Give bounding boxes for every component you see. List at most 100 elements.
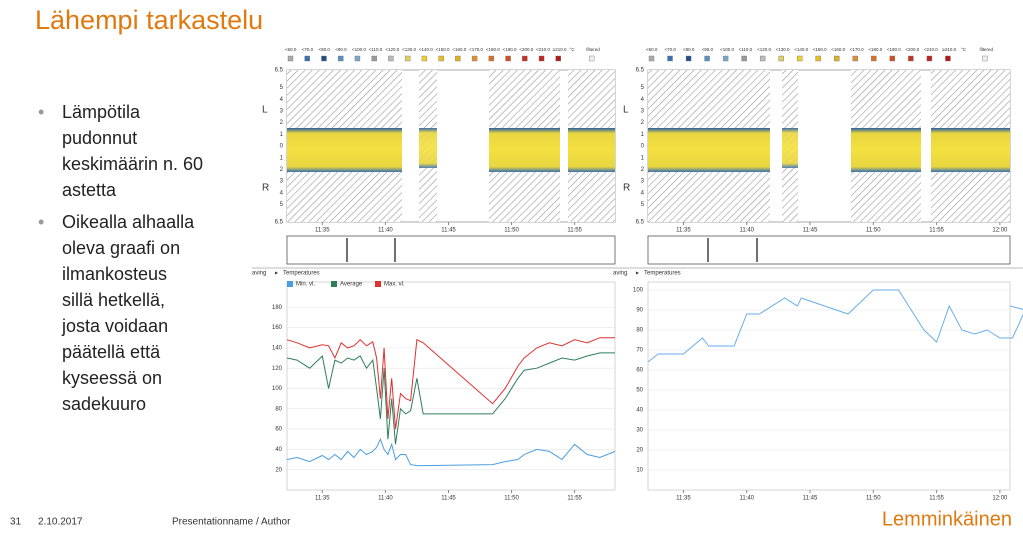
heatmap-legend-label: <170.0 [469,47,483,52]
legend-swatch [331,281,337,287]
heatmap-legend-swatch [388,55,394,62]
heatmap-legend-swatch [589,55,595,62]
heatmap-legend-swatch [815,55,821,62]
y-tick-label: 40 [275,447,282,453]
heatmap-y-label: 1 [280,155,284,161]
heatmap-legend-label: <90.0 [702,47,714,52]
heatmap-legend-label: °C [570,47,576,52]
heatmap-legend-swatch [685,55,692,62]
heatmap-legend-swatch [321,55,327,62]
series-line [286,352,615,445]
heatmap-legend-swatch [404,55,411,62]
heatmap-band [851,128,921,172]
heatmap-band [648,128,770,172]
heatmap-y-label: 5 [280,202,284,208]
heatmap-y-label: 4 [280,190,284,196]
heatmap-legend-label: <170.0 [850,47,864,52]
heatmap-x-label: 11:55 [567,228,582,234]
heatmap-y-label: 1 [280,132,284,138]
heatmap-legend-label: <60.0 [285,47,297,52]
heatmap-x-label: 11:45 [441,228,456,234]
heatmap-legend-label: <90.0 [335,47,347,52]
heatmap-x-label: 11:40 [739,228,754,234]
y-tick-label: 60 [275,427,282,433]
y-tick-label: 20 [275,467,282,473]
heatmap-y-label: 2 [280,167,284,173]
heatmap-legend-swatch [797,55,803,62]
heatmap-y-label: 1 [641,132,645,138]
heatmap-legend-swatch [926,55,933,62]
bullet-dot: • [38,102,44,122]
heatmap-legend-label: <210.0 [924,47,938,52]
legend-swatch [287,281,293,287]
x-tick-label: 11:55 [929,496,944,502]
y-tick-label: 70 [636,348,643,354]
heatmap-x-label: 11:40 [378,228,393,234]
heatmap-y-label: 4 [641,97,645,103]
heatmap-legend-label: <130.0 [776,47,790,52]
heatmap-y-label: 3 [280,109,284,115]
heatmap-legend-swatch [304,55,310,62]
heatmap-y-label: 3 [280,179,284,185]
heatmap-legend-swatch [741,55,747,62]
heatmap-legend-swatch [354,55,361,62]
heatmap-legend-label: <120.0 [385,47,399,52]
heatmap-legend-swatch [982,55,988,62]
presenter: Presentationname / Author [172,517,291,528]
slide-title: Lähempi tarkastelu [35,5,263,35]
heatmap-legend-label: <70.0 [665,47,677,52]
heatmap-legend-swatch [438,55,444,62]
event-strip [286,235,616,265]
y-tick-label: 50 [636,388,643,394]
heatmap-legend-label: <80.0 [683,47,695,52]
x-tick-label: 11:40 [739,496,754,502]
heatmap-legend-label: °C [961,47,967,52]
heatmap-legend-swatch [455,55,461,62]
y-tick-label: 80 [636,328,643,334]
y-tick-label: 90 [636,308,643,314]
heatmap-y-label: 5 [641,202,645,208]
legend-swatch [375,281,381,287]
heatmap-legend-swatch [722,55,729,62]
bullet: Oikealla alhaalla oleva graafi on ilmankos… [61,212,195,414]
y-tick-label: 40 [636,408,643,414]
x-tick-label: 11:40 [378,496,393,502]
y-tick-label: 20 [636,448,643,454]
heatmap-legend-label: <120.0 [757,47,771,52]
page-number: 31 [10,517,22,528]
heatmap-y-label: 2 [280,120,284,126]
y-tick-label: 100 [633,288,644,294]
heatmap-legend-swatch [287,55,294,62]
breadcrumb-arrow: ▸ [636,271,639,277]
heatmap-legend-label: <190.0 [887,47,901,52]
legend-label: Average [340,282,363,288]
heatmap-band [489,128,560,172]
bullet-dot: • [38,212,44,232]
x-tick-label: 11:55 [567,496,582,502]
heatmap-legend-label: filtered [979,47,993,52]
heatmap-legend-swatch [945,55,951,62]
breadcrumb: Temperatures [644,271,681,277]
heatmap-legend-label: <100.0 [352,47,366,52]
heatmap-x-label: 11:35 [676,228,691,234]
heatmap-y-label: 6.5 [275,220,284,226]
x-tick-label: 12:00 [992,496,1008,502]
heatmap-legend-label: <210.0 [536,47,550,52]
heatmap-legend-swatch [538,55,545,62]
y-tick-label: 30 [636,428,643,434]
heatmap-x-label: 12:00 [992,228,1008,234]
plot-frame [647,281,1011,491]
legend-label: Min. vl. [296,282,315,288]
y-tick-label: 140 [272,345,283,351]
heatmap-legend-label: <110.0 [739,47,753,52]
heatmap-legend-label: <160.0 [452,47,466,52]
heatmap-y-label: 2 [641,120,645,126]
heatmap-y-label: 0 [280,144,284,150]
heatmap-legend-label: <190.0 [503,47,517,52]
heatmap-legend-swatch [421,55,428,62]
side-label: R [262,183,269,194]
legend-label: Max. vl. [384,282,405,288]
heatmap-y-label: 1 [641,155,645,161]
breadcrumb: aving [252,271,266,277]
